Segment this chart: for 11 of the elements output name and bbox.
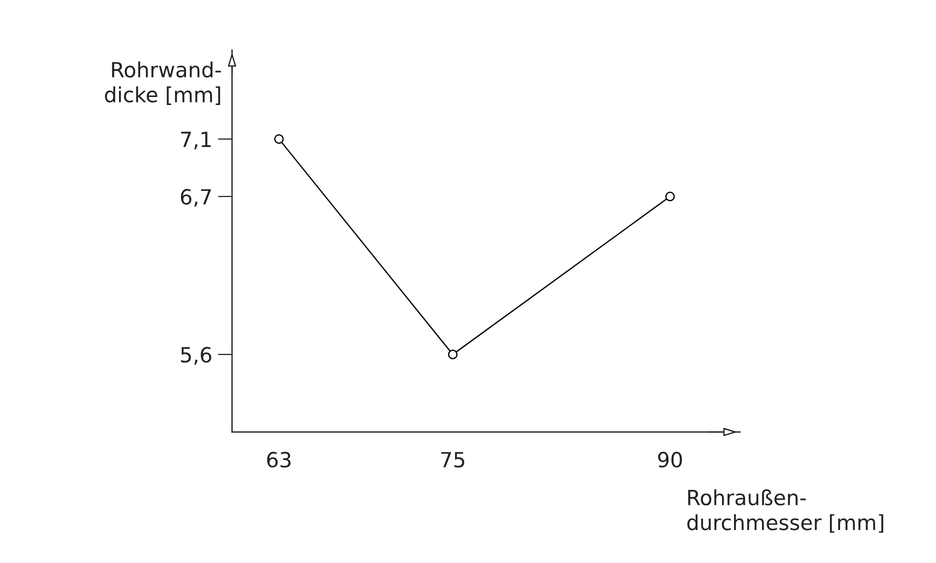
- point: [274, 134, 284, 144]
- x-tick-label: 90: [658, 452, 682, 468]
- y-axis-title: Rohrwand- dicke [mm]: [104, 61, 221, 105]
- y-tick-label: 6,7: [180, 188, 211, 207]
- y-tick-label: 7,1: [181, 132, 211, 150]
- y-tick-label: 5,6: [181, 346, 212, 365]
- x-tick-label: 63: [267, 452, 291, 468]
- point: [448, 350, 458, 360]
- point: [665, 192, 675, 202]
- x-axis-title: Rohraußen- durchmesser [mm]: [687, 489, 884, 533]
- x-tick-label: 75: [441, 452, 464, 468]
